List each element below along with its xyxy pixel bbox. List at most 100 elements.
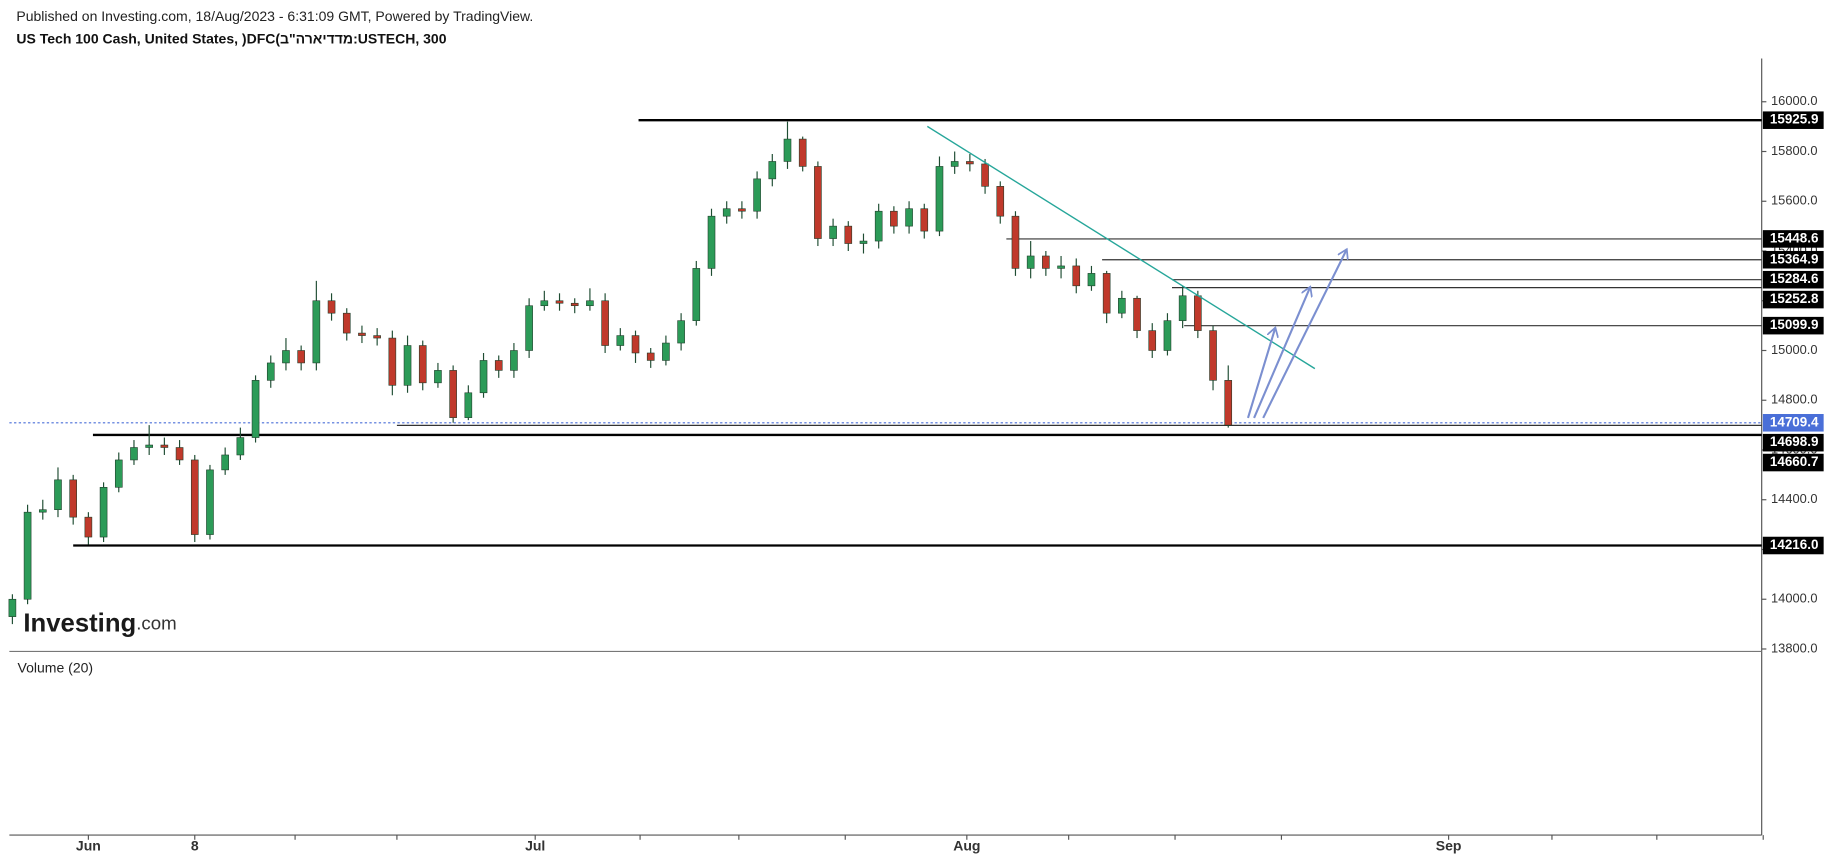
y-tick-label: 15600.0	[1771, 193, 1817, 208]
candle-body	[1072, 265, 1081, 287]
level-label-box	[1762, 433, 1824, 452]
level-label: 15252.8	[1770, 291, 1819, 306]
candle-body	[23, 511, 32, 600]
candle-body	[783, 138, 792, 162]
candle-body	[1194, 295, 1202, 331]
candle-body	[570, 302, 579, 307]
candle-body	[418, 345, 427, 384]
candle-body	[920, 208, 929, 232]
logo-suffix: .com	[136, 613, 176, 634]
candle-body	[1042, 255, 1050, 269]
candle-body	[1087, 273, 1096, 287]
candle-body	[221, 454, 229, 471]
candle-body	[206, 469, 214, 535]
x-tick-label: Jun	[76, 837, 101, 853]
candle-body	[175, 447, 184, 461]
candle-body	[434, 370, 442, 384]
candle-body	[130, 447, 138, 461]
candle-body	[859, 240, 868, 244]
candle-body	[479, 360, 488, 394]
candle-body	[1178, 295, 1187, 321]
y-tick-label: 13800.0	[1771, 640, 1817, 655]
candle-body	[1011, 215, 1020, 269]
candle-body	[84, 516, 93, 538]
candle-body	[1133, 297, 1141, 331]
volume-label: Volume (20)	[18, 660, 94, 676]
candle-body	[738, 208, 746, 212]
candle-body	[403, 345, 412, 386]
y-tick-label: 14400.0	[1771, 491, 1817, 506]
candle-body	[54, 479, 62, 510]
level-label-box	[1762, 230, 1824, 248]
candle-body	[190, 459, 199, 535]
candle-body	[388, 337, 397, 386]
level-label-box	[1762, 536, 1824, 555]
candle-body	[1163, 320, 1172, 351]
x-tick-label: Sep	[1436, 837, 1462, 853]
projection-arrow	[1262, 249, 1347, 419]
candle-body	[692, 268, 701, 321]
candle-body	[586, 300, 594, 307]
candle-body	[707, 215, 716, 269]
projection-arrow	[1253, 287, 1310, 419]
candle-body	[677, 320, 685, 344]
candle-body	[722, 208, 731, 217]
candle-body	[555, 300, 564, 304]
level-label: 14216.0	[1770, 537, 1819, 552]
candle-body	[981, 163, 989, 187]
y-tick-label: 16000.0	[1771, 93, 1817, 108]
candle-body	[145, 444, 153, 448]
candle-body	[1102, 273, 1111, 314]
candle-body	[874, 210, 883, 242]
level-label: 15364.9	[1770, 251, 1819, 266]
level-label: 14709.4	[1770, 414, 1819, 429]
candle-body	[525, 305, 533, 351]
y-tick-label: 14800.0	[1771, 392, 1817, 407]
candle-body	[935, 166, 944, 232]
candle-body	[510, 350, 518, 371]
trendline	[926, 125, 1316, 370]
candle-body	[966, 161, 974, 165]
x-tick-label: Aug	[953, 837, 980, 853]
candle-body	[327, 300, 336, 314]
level-label-box	[1762, 250, 1824, 269]
projection-arrow	[1246, 328, 1275, 419]
candle-body	[99, 487, 108, 538]
candle-body	[297, 350, 305, 364]
level-label-box	[1762, 111, 1824, 129]
candle-body	[814, 166, 822, 239]
level-label: 14660.7	[1770, 454, 1819, 469]
level-label-box	[1762, 270, 1824, 289]
candle-body	[844, 225, 853, 244]
level-label: 15925.9	[1770, 112, 1819, 127]
x-tick-label: Jul	[525, 837, 545, 853]
candle-body	[601, 300, 609, 346]
candle-body	[1026, 255, 1035, 269]
candle-body	[342, 312, 351, 334]
level-label: 15284.6	[1770, 271, 1819, 286]
logo: Investing.com	[23, 609, 176, 637]
candle-body	[8, 598, 17, 617]
candle-body	[114, 459, 123, 488]
candle-body	[1224, 380, 1233, 426]
x-tick-label: 8	[191, 837, 199, 853]
candle-body	[312, 300, 321, 364]
candle-body	[266, 362, 275, 381]
y-tick-label: 14000.0	[1771, 591, 1817, 606]
y-tick-label: 15800.0	[1771, 143, 1817, 158]
candle-body	[631, 335, 640, 354]
candle-body	[540, 300, 549, 307]
candle-body	[1118, 297, 1126, 314]
candle-body	[494, 360, 503, 371]
candle-body	[1209, 330, 1217, 381]
candle-body	[646, 352, 655, 361]
candle-body	[1148, 330, 1157, 351]
candle-body	[616, 335, 625, 346]
candle-body	[768, 161, 777, 180]
candle-body	[464, 392, 473, 418]
level-label-box	[1762, 453, 1824, 472]
level-label: 15099.9	[1770, 317, 1819, 332]
chart-title: US Tech 100 Cash, United States, )DFC(מד…	[16, 30, 446, 46]
level-label: 15448.6	[1770, 230, 1819, 245]
